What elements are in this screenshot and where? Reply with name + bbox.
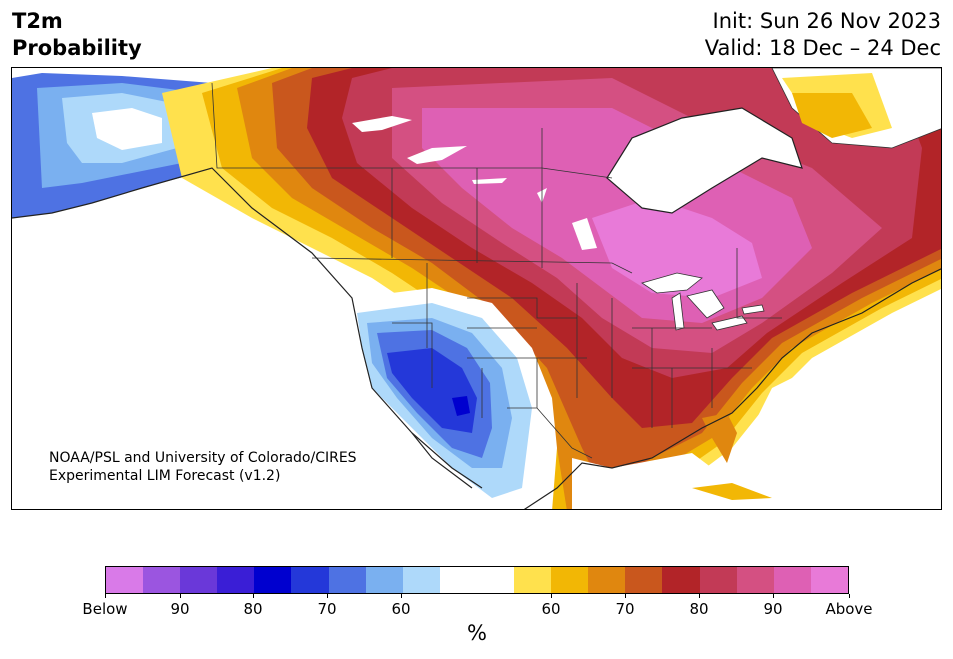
colorbar-swatch [180, 567, 218, 593]
init-date: Init: Sun 26 Nov 2023 [712, 9, 941, 33]
colorbar-tick-label: Below [82, 600, 128, 618]
title-subtitle: Probability [12, 36, 142, 60]
colorbar-tick-label: 60 [541, 600, 561, 618]
credit-line-1: NOAA/PSL and University of Colorado/CIRE… [49, 450, 357, 466]
title-variable: T2m [12, 9, 63, 33]
probability-map [12, 68, 941, 509]
hudson-bay [607, 108, 802, 213]
colorbar-swatch [254, 567, 292, 593]
colorbar-tick-label: 60 [391, 600, 411, 618]
great-lakes [641, 272, 765, 331]
colorbar-tick-mark [773, 594, 774, 598]
colorbar-swatch [514, 567, 552, 593]
colorbar-swatch [551, 567, 589, 593]
colorbar-tick-mark [625, 594, 626, 598]
colorbar-swatch [662, 567, 700, 593]
colorbar-tick-mark [180, 594, 181, 598]
above-normal-shading [162, 68, 941, 509]
colorbar-swatch [217, 567, 255, 593]
colorbar-tick-mark [253, 594, 254, 598]
colorbar-swatch [476, 567, 515, 593]
valid-date: Valid: 18 Dec – 24 Dec [704, 36, 941, 60]
colorbar-tick-mark [327, 594, 328, 598]
colorbar-swatch [773, 567, 811, 593]
data-credit: NOAA/PSL and University of Colorado/CIRE… [49, 449, 357, 485]
colorbar-tick-label: Above [825, 600, 873, 618]
coastlines [12, 107, 941, 509]
pacific-ocean [12, 208, 470, 509]
cuba [692, 483, 772, 500]
colorbar-tick-label: 70 [615, 600, 635, 618]
credit-line-2: Experimental LIM Forecast (v1.2) [49, 468, 281, 484]
alaska-shading [12, 73, 217, 218]
colorbar-tick-label: 90 [763, 600, 783, 618]
colorbar-swatch [143, 567, 181, 593]
colorbar-tick-mark [551, 594, 552, 598]
colorbar-tick-mark [849, 594, 850, 598]
colorbar-swatch [402, 567, 440, 593]
colorbar-swatch [736, 567, 774, 593]
atlantic-ocean [732, 308, 941, 509]
colorbar-swatch [439, 567, 477, 593]
colorbar-swatch [106, 567, 144, 593]
map-panel [11, 67, 942, 510]
colorbar-tick-mark [699, 594, 700, 598]
colorbar-unit-label: % [467, 621, 487, 645]
colorbar-tick-label: 80 [243, 600, 263, 618]
southwest-shading [352, 288, 557, 509]
colorbar-tick-label: 80 [689, 600, 709, 618]
probability-colorbar [105, 566, 849, 594]
colorbar-swatch [810, 567, 848, 593]
colorbar-swatch [365, 567, 403, 593]
political-borders [211, 82, 782, 459]
colorbar-tick-label: 70 [317, 600, 337, 618]
colorbar-swatch [291, 567, 329, 593]
colorbar-swatch [588, 567, 626, 593]
colorbar-swatch [625, 567, 663, 593]
colorbar-tick-label: 90 [170, 600, 190, 618]
colorbar-tick-mark [401, 594, 402, 598]
florida [702, 413, 737, 463]
map-title: T2m Probability [12, 8, 142, 62]
colorbar-swatch [328, 567, 366, 593]
forecast-dates: Init: Sun 26 Nov 2023 Valid: 18 Dec – 24… [705, 8, 941, 62]
colorbar-swatch [699, 567, 737, 593]
greenland [771, 68, 941, 149]
northern-lakes [352, 116, 597, 250]
colorbar-tick-mark [105, 594, 106, 598]
